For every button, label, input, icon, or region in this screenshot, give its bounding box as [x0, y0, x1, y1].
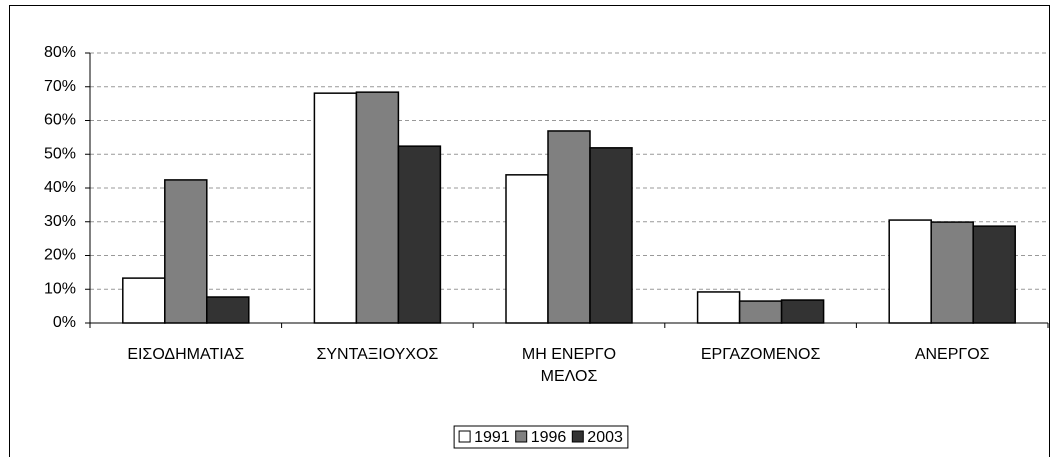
- bar: [888, 219, 932, 324]
- y-tick-label: 80%: [44, 44, 76, 61]
- x-tick-label: ΕΡΓΑΖΟΜΕΝΟΣ: [700, 346, 821, 363]
- x-tick-label: ΕΙΣΟΔΗΜΑΤΙΑΣ: [127, 346, 245, 363]
- bar: [505, 174, 549, 324]
- legend-swatch: [515, 430, 528, 443]
- x-tick-label: ΣΥΝΤΑΞΙΟΥΧΟΣ: [316, 346, 439, 363]
- bar: [930, 221, 974, 324]
- bar: [547, 130, 591, 324]
- bar: [972, 225, 1016, 324]
- y-tick-label: 10%: [44, 280, 76, 297]
- bar: [355, 91, 400, 324]
- bar: [738, 300, 783, 324]
- legend-swatch: [458, 430, 471, 443]
- bar: [206, 296, 250, 324]
- y-tick-label: 20%: [44, 247, 76, 264]
- y-tick-label: 60%: [44, 112, 76, 129]
- y-tick-label: 0%: [53, 314, 76, 331]
- legend-label: 2003: [587, 429, 623, 446]
- y-tick-label: 30%: [44, 213, 76, 230]
- legend-box: [453, 425, 629, 449]
- bar: [164, 179, 208, 324]
- legend-label: 1991: [474, 429, 510, 446]
- bar: [313, 92, 358, 324]
- legend-swatch: [571, 430, 584, 443]
- x-tick-label: ΑΝΕΡΓΟΣ: [914, 346, 990, 363]
- y-tick-label: 50%: [44, 145, 76, 162]
- bar: [589, 147, 633, 324]
- bar: [122, 277, 166, 324]
- bar: [696, 291, 741, 324]
- y-tick-label: 70%: [44, 78, 76, 95]
- y-tick-label: 40%: [44, 179, 76, 196]
- bar: [780, 299, 825, 324]
- bar: [397, 145, 442, 324]
- legend-label: 1996: [531, 429, 567, 446]
- x-tick-label: ΜΗ ΕΝΕΡΓΟ ΜΕΛΟΣ: [521, 346, 617, 385]
